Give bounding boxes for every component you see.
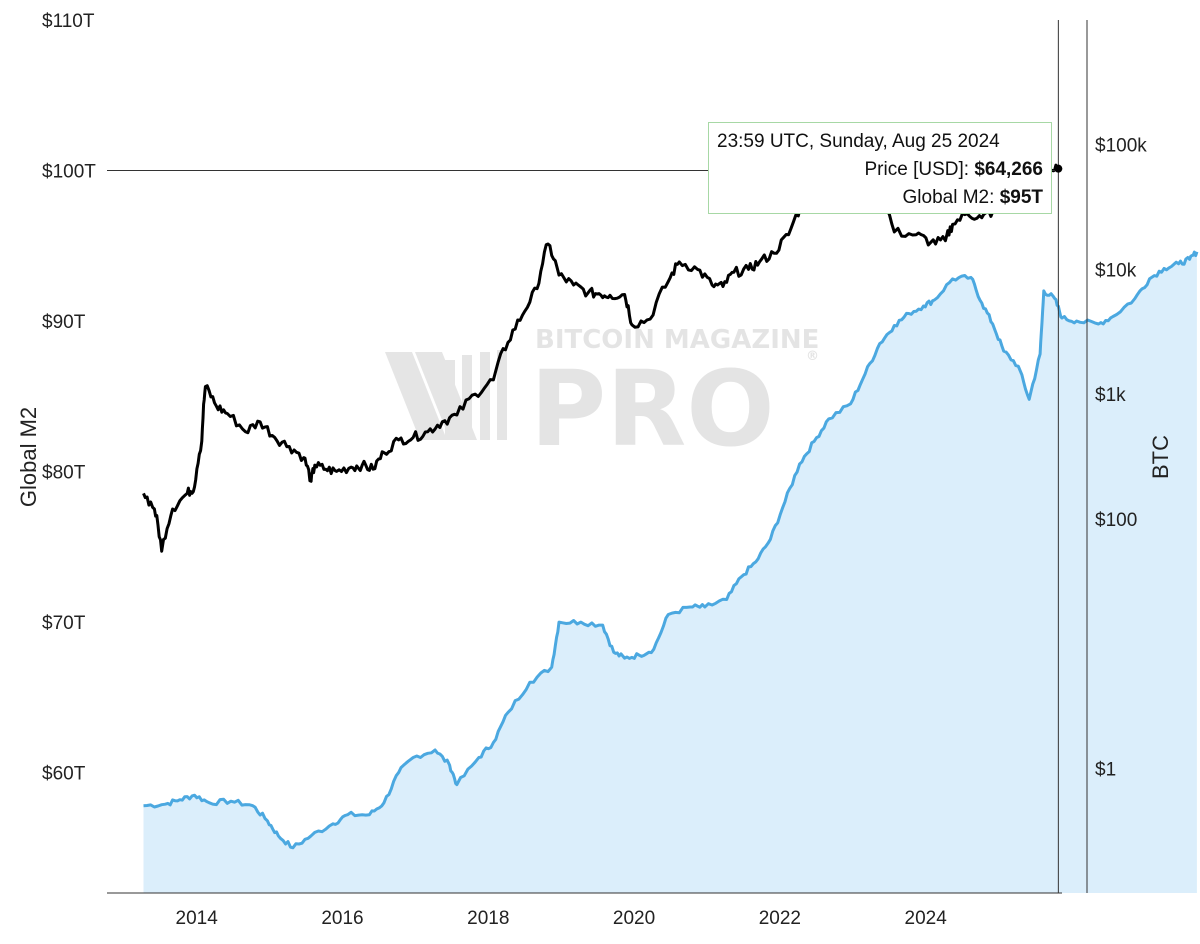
x-axis-ticks: 2014 2016 2018 2020 2022 2024 [176,908,948,929]
left-axis-ticks: $60T $70T $80T $90T $100T $110T [42,11,96,785]
right-tick-label: $100 [1095,510,1137,531]
tooltip-m2-value: $95T [999,187,1043,208]
x-tick-label: 2022 [759,908,801,929]
right-tick-label: $10k [1095,260,1137,281]
right-tick-label: $1 [1095,759,1116,780]
global-m2-line [143,250,1199,850]
right-tick-label: $100k [1095,136,1147,157]
tooltip-price-value: $64,266 [974,159,1043,180]
btc-price-line [142,163,1060,553]
hover-tooltip: 23:59 UTC, Sunday, Aug 25 2024 Price [US… [708,122,1052,214]
tooltip-date: 23:59 UTC, Sunday, Aug 25 2024 [717,131,1000,152]
x-tick-label: 2016 [321,908,363,929]
left-tick-label: $100T [42,162,96,183]
x-tick-label: 2024 [905,908,948,929]
x-tick-label: 2018 [467,908,509,929]
right-tick-label: $1k [1095,385,1126,406]
left-tick-label: $90T [42,312,86,333]
tooltip-m2-row: Global M2: $95T [717,184,1043,212]
left-tick-label: $80T [42,463,86,484]
watermark-text-top: BITCOIN MAGAZINE [535,325,819,355]
tooltip-m2-label: Global M2: [902,187,1000,208]
crosshair-marker [1054,164,1063,173]
tooltip-price-row: Price [USD]: $64,266 [717,156,1044,184]
watermark-registered: ® [806,349,819,364]
left-tick-label: $60T [42,764,86,785]
tooltip-price-label: Price [USD]: [864,159,975,180]
left-tick-label: $110T [42,11,95,32]
x-tick-label: 2020 [613,908,655,929]
watermark-text-bottom: PRO [530,348,775,470]
watermark: BITCOIN MAGAZINE PRO ® [385,325,819,470]
global-m2-area [143,251,1197,894]
right-axis-title: BTC [1148,435,1173,479]
left-axis-title: Global M2 [16,407,41,507]
left-tick-label: $70T [42,613,86,634]
right-axis-ticks: $1 $100 $1k $10k $100k [1095,136,1147,781]
x-tick-label: 2014 [176,908,219,929]
watermark-logo-icon [385,350,507,440]
